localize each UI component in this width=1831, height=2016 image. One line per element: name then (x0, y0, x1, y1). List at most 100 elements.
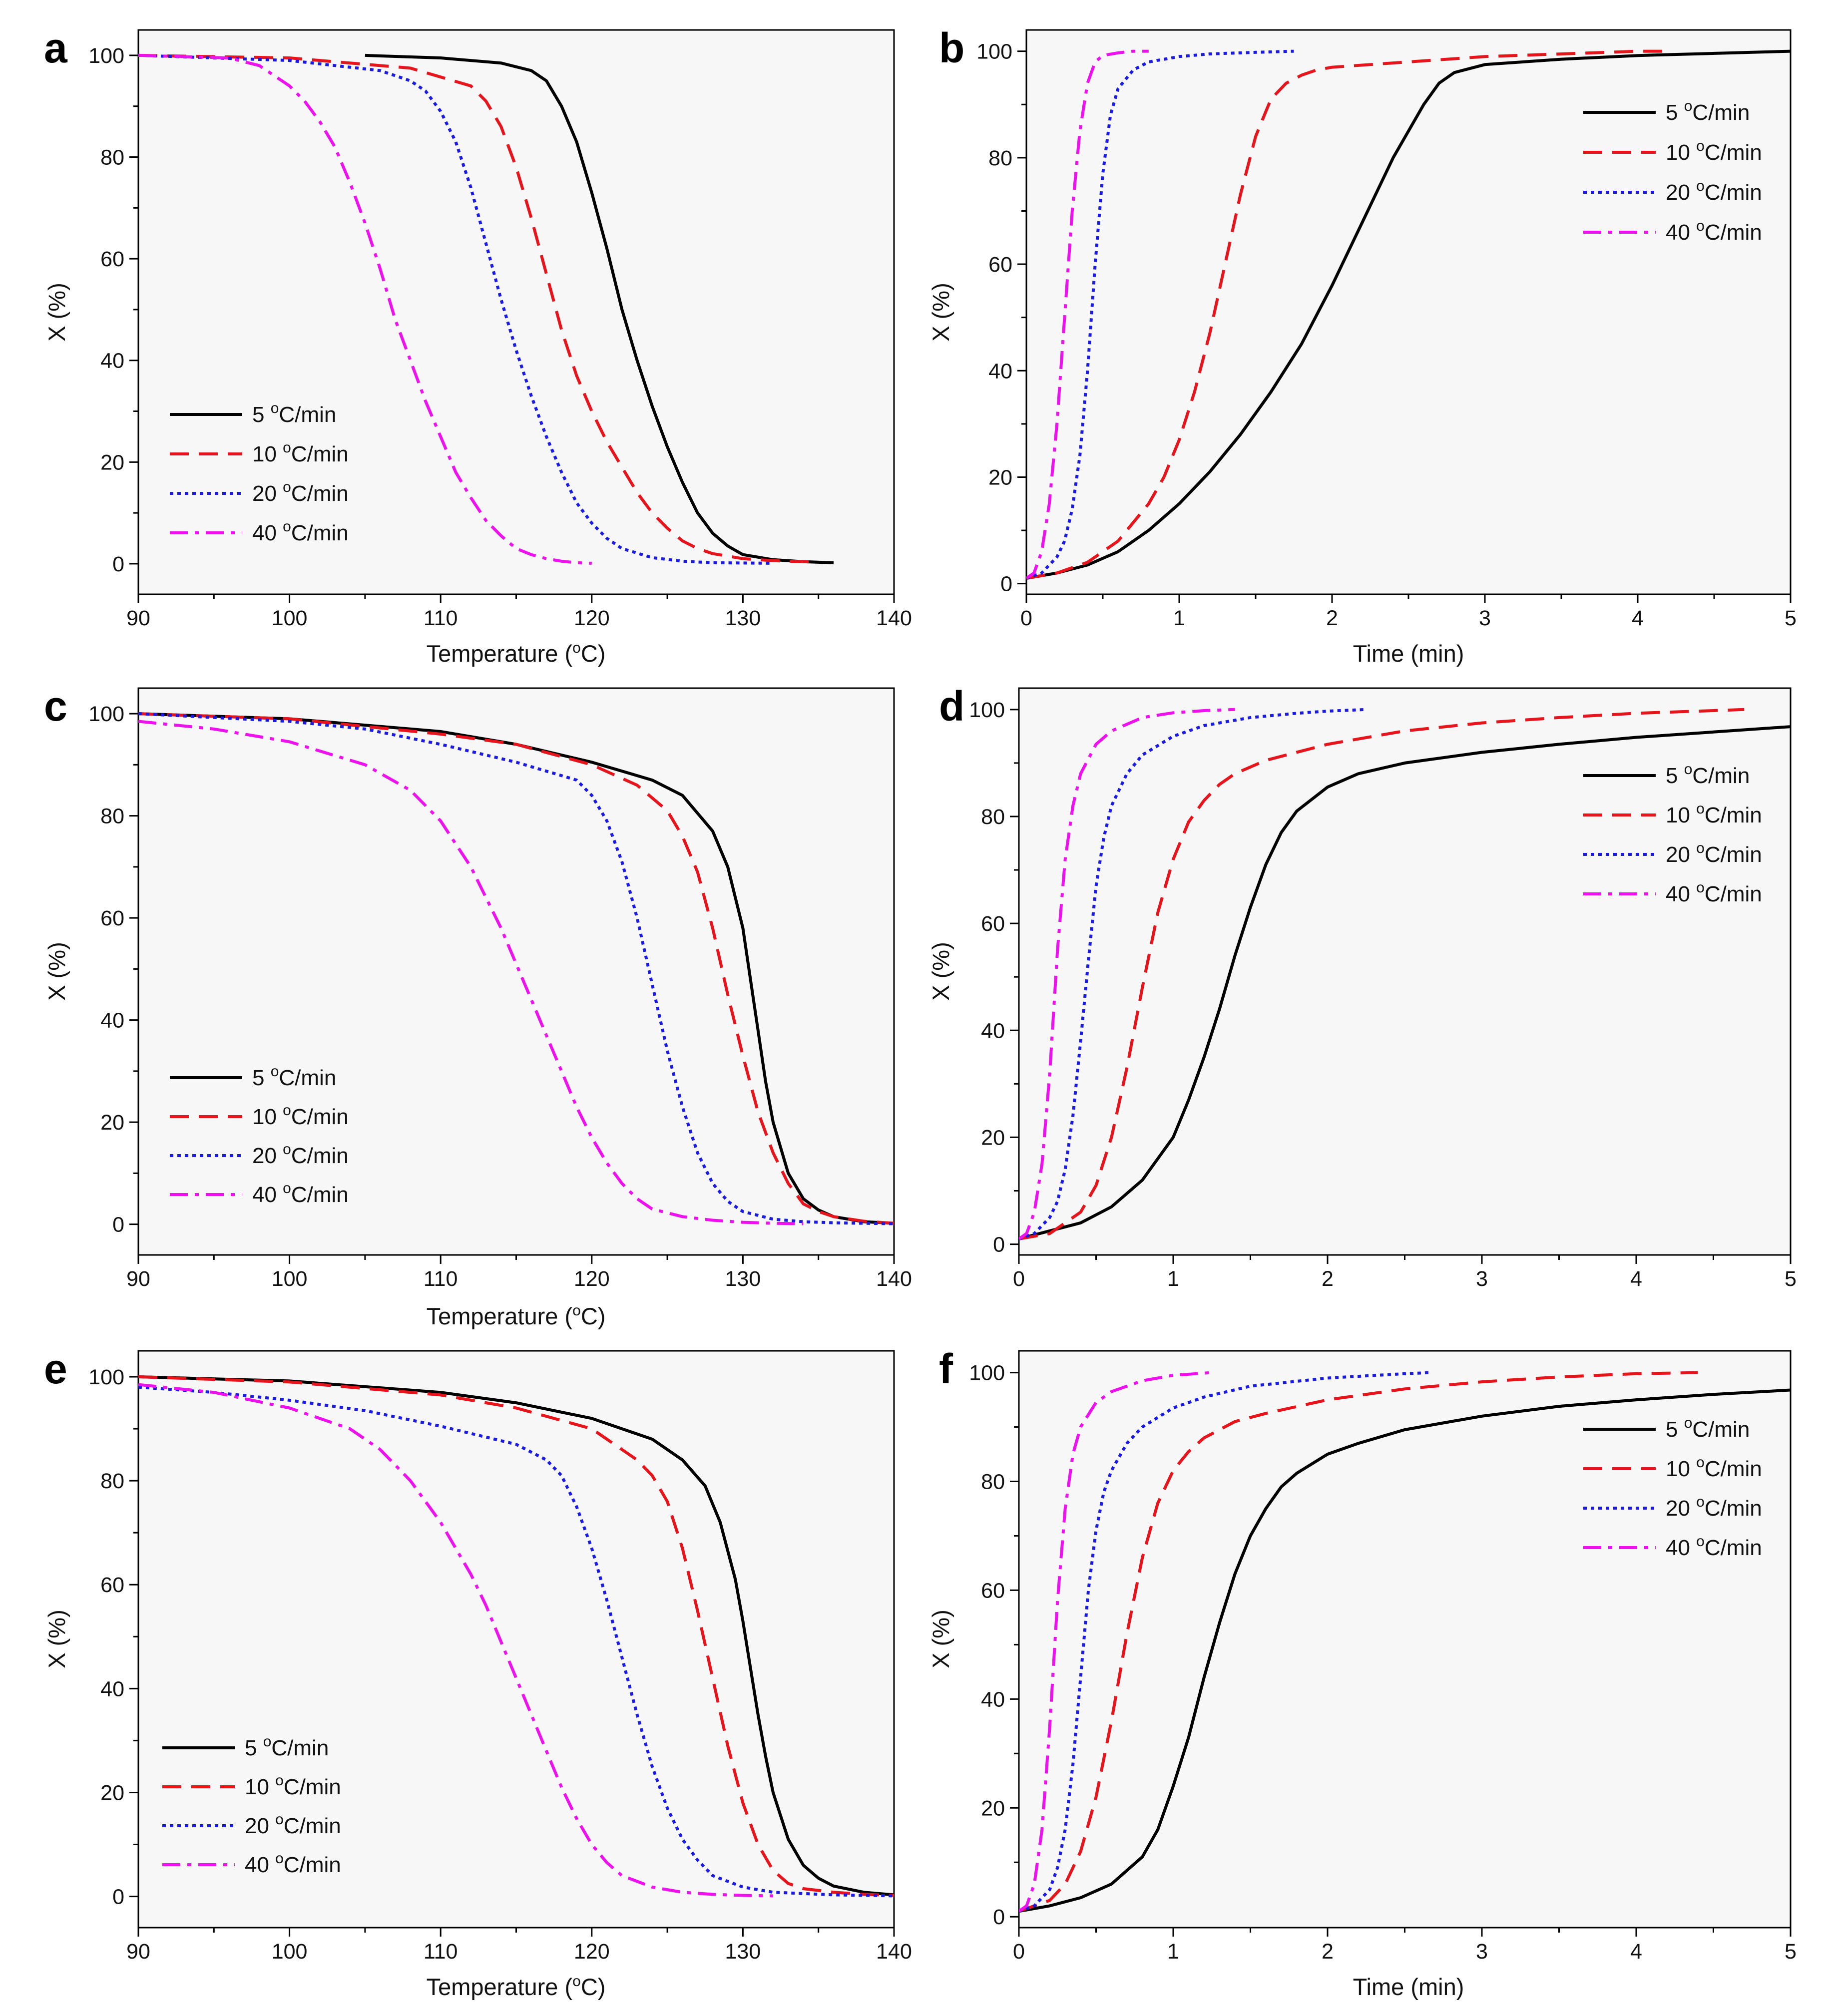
legend-label-d-5: 5 oC/min (1666, 761, 1750, 788)
legend-label-a-40: 40 oC/min (252, 518, 349, 545)
x-tick-label-a-2: 110 (424, 606, 458, 630)
y-tick-label-c-2: 40 (100, 1009, 124, 1033)
y-tick-label-f-3: 60 (981, 1579, 1005, 1603)
y-tick-label-f-5: 100 (969, 1361, 1005, 1385)
y-tick-label-d-3: 60 (981, 912, 1005, 936)
y-tick-label-a-5: 100 (88, 44, 124, 68)
x-tick-label-c-5: 140 (876, 1267, 912, 1291)
series-line-f-20 (1019, 1371, 1431, 1913)
series-line-d-10 (1019, 708, 1745, 1240)
legend-label-b-5: 5 oC/min (1666, 98, 1750, 125)
x-tick-label-c-3: 120 (574, 1267, 610, 1291)
x-axis-title-c: Temperature (oC) (427, 1302, 606, 1329)
x-tick-label-b-3: 3 (1479, 606, 1491, 630)
legend-label-e-5: 5 oC/min (245, 1733, 329, 1760)
y-tick-label-a-0: 0 (112, 552, 124, 576)
series-line-e-20 (138, 1385, 894, 1898)
legend-label-f-40: 40 oC/min (1666, 1533, 1762, 1560)
y-tick-label-e-2: 40 (100, 1677, 124, 1701)
x-tick-label-f-3: 3 (1476, 1940, 1488, 1964)
x-tick-label-f-5: 5 (1785, 1940, 1797, 1964)
series-line-c-10 (138, 712, 894, 1225)
x-tick-label-d-1: 1 (1167, 1267, 1179, 1291)
x-tick-label-b-2: 2 (1326, 606, 1338, 630)
panel-c: c X (%) Temperature (oC) 90 100 110 120 130 1… (43, 683, 912, 1329)
legend-label-f-5: 5 oC/min (1666, 1415, 1750, 1442)
x-tick-label-a-0: 90 (126, 606, 150, 630)
x-tick-label-d-3: 3 (1476, 1267, 1488, 1291)
panel-label-d: d (939, 683, 964, 730)
x-tick-label-e-2: 110 (424, 1940, 458, 1964)
legend-label-a-10: 10 oC/min (252, 439, 349, 466)
x-tick-label-e-4: 130 (725, 1940, 761, 1964)
x-tick-label-a-5: 140 (876, 606, 912, 630)
x-tick-label-a-4: 130 (725, 606, 761, 630)
legend-label-a-20: 20 oC/min (252, 479, 349, 506)
y-tick-label-d-0: 0 (993, 1233, 1005, 1257)
series-line-b-20 (1026, 49, 1294, 580)
series-line-d-40 (1019, 708, 1235, 1240)
legend-label-c-10: 10 oC/min (252, 1102, 349, 1129)
panel-a: a X (%) Temperature (oC) 90 100 110 120 130 1… (43, 24, 912, 667)
series-line-b-10 (1026, 49, 1669, 580)
plot-area-d (1018, 687, 1792, 1256)
x-axis-title-e: Temperature (oC) (427, 1973, 606, 2000)
legend-label-d-10: 10 oC/min (1666, 801, 1762, 827)
y-tick-label-c-5: 100 (88, 702, 124, 726)
panel-f: f X (%) Time (min) 0 1 2 3 4 5 0 20 40 60 80 100 5 o… (927, 1345, 1797, 2000)
plot-area-a (137, 29, 895, 595)
legend-label-c-5: 5 oC/min (252, 1063, 336, 1090)
panel-label-b: b (939, 24, 964, 71)
legend-label-e-20: 20 oC/min (245, 1811, 341, 1838)
y-tick-label-b-0: 0 (1000, 572, 1012, 596)
x-axis-title-f: Time (min) (1353, 1974, 1464, 2000)
y-tick-label-e-1: 20 (100, 1781, 124, 1805)
y-tick-label-b-1: 20 (988, 465, 1012, 489)
y-tick-label-a-4: 80 (100, 146, 124, 170)
x-tick-label-d-2: 2 (1322, 1267, 1334, 1291)
x-tick-label-a-3: 120 (574, 606, 610, 630)
series-line-f-40 (1019, 1371, 1212, 1913)
y-tick-label-a-2: 40 (100, 349, 124, 373)
x-tick-label-b-4: 4 (1632, 606, 1644, 630)
y-tick-label-b-2: 40 (988, 359, 1012, 383)
series-line-a-40 (138, 53, 592, 565)
panel-label-e: e (44, 1345, 67, 1392)
x-tick-label-f-0: 0 (1013, 1940, 1025, 1964)
y-tick-label-b-5: 100 (976, 40, 1012, 64)
x-tick-label-c-2: 110 (424, 1267, 458, 1291)
y-tick-label-c-4: 80 (100, 805, 124, 828)
x-tick-label-f-4: 4 (1630, 1940, 1642, 1964)
series-line-a-20 (138, 53, 773, 565)
y-tick-label-f-1: 20 (981, 1796, 1005, 1820)
legend-label-e-10: 10 oC/min (245, 1772, 341, 1799)
y-axis-title-c: X (%) (43, 942, 70, 1001)
x-tick-label-b-0: 0 (1020, 606, 1032, 630)
x-tick-label-c-4: 130 (725, 1267, 761, 1291)
x-tick-label-b-1: 1 (1173, 606, 1185, 630)
plot-area-e (137, 1350, 895, 1929)
y-axis-title-d: X (%) (927, 942, 954, 1001)
plot-area-c (137, 687, 895, 1256)
series-line-d-20 (1019, 708, 1367, 1240)
y-axis-title-f: X (%) (927, 1610, 954, 1668)
x-axis-title-b: Time (min) (1353, 640, 1464, 667)
y-tick-label-f-4: 80 (981, 1470, 1005, 1494)
x-tick-label-f-1: 1 (1167, 1940, 1179, 1964)
x-tick-label-e-3: 120 (574, 1940, 610, 1964)
y-tick-label-e-4: 80 (100, 1469, 124, 1493)
x-tick-label-a-1: 100 (272, 606, 308, 630)
legend-label-e-40: 40 oC/min (245, 1850, 341, 1877)
series-line-e-5 (138, 1375, 894, 1897)
y-tick-label-c-3: 60 (100, 906, 124, 930)
panel-d: d X (%) 0 1 2 3 4 5 0 20 40 60 80 100 5 oC/min 10 oC/… (927, 683, 1797, 1291)
legend-label-b-10: 10 oC/min (1666, 138, 1762, 165)
x-axis-title-a: Temperature (oC) (427, 640, 606, 667)
plot-area-b (1025, 29, 1792, 595)
y-tick-label-d-1: 20 (981, 1126, 1005, 1150)
legend-label-c-20: 20 oC/min (252, 1141, 349, 1168)
y-axis-title-b: X (%) (927, 283, 954, 342)
y-tick-label-c-0: 0 (112, 1213, 124, 1237)
x-tick-label-b-5: 5 (1785, 606, 1797, 630)
legend-label-d-40: 40 oC/min (1666, 879, 1762, 906)
